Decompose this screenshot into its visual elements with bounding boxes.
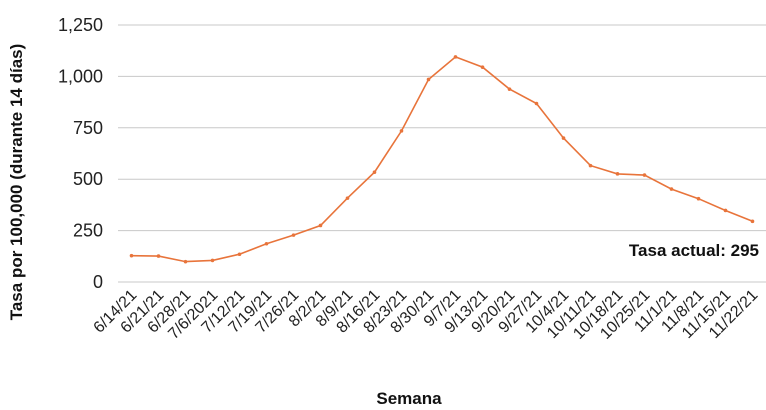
data-point: [507, 87, 512, 91]
data-point: [723, 208, 728, 213]
data-point: [696, 196, 701, 201]
data-point: [291, 233, 296, 237]
data-point: [237, 252, 242, 257]
y-tick-label: 1,000: [58, 66, 103, 86]
data-point: [183, 259, 188, 264]
y-tick-label: 250: [73, 221, 103, 241]
data-point: [561, 136, 566, 140]
data-point: [210, 258, 215, 263]
data-point: [642, 173, 647, 177]
data-point: [129, 253, 134, 258]
data-point: [453, 55, 458, 59]
y-tick-label: 750: [73, 118, 103, 138]
series-line: [131, 55, 753, 263]
data-point: [426, 77, 431, 82]
data-point: [399, 129, 404, 133]
x-axis-title: Semana: [376, 389, 442, 408]
data-point: [750, 219, 755, 224]
gridlines: [118, 24, 766, 283]
y-tick-label: 0: [93, 272, 103, 292]
y-tick-labels: 0 250 500 750 1,000 1,250: [58, 15, 103, 292]
data-point: [264, 241, 269, 246]
current-rate-annotation: Tasa actual: 295: [629, 241, 759, 260]
data-point: [318, 223, 323, 228]
data-point: [615, 172, 620, 176]
data-point: [372, 170, 377, 175]
series-layer: [129, 55, 755, 264]
x-tick-labels: 6/14/216/21/216/28/217/6/20217/12/217/19…: [91, 287, 762, 343]
y-tick-label: 1,250: [58, 15, 103, 35]
data-point: [345, 196, 350, 200]
data-point: [480, 65, 485, 69]
data-point: [669, 187, 674, 191]
data-point: [156, 254, 161, 258]
data-point: [588, 163, 593, 168]
y-tick-label: 500: [73, 169, 103, 189]
data-point: [534, 101, 539, 106]
y-axis-title: Tasa por 100,000 (durante 14 días): [7, 44, 26, 321]
